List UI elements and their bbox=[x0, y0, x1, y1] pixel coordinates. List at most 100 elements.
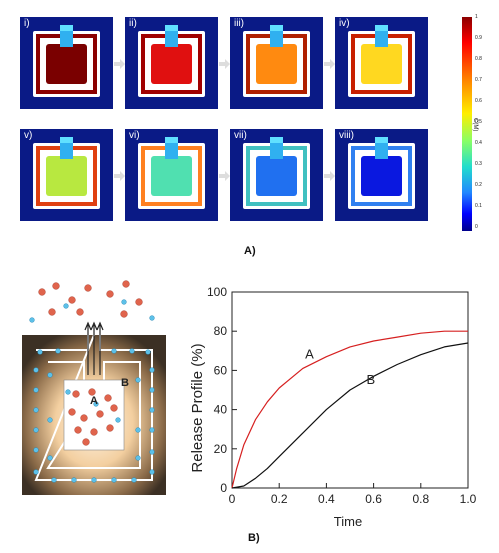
drug-particle-red bbox=[80, 414, 88, 422]
progress-arrow bbox=[324, 57, 336, 75]
colorbar-tick: 0 bbox=[475, 224, 478, 230]
drug-particle-blue bbox=[131, 477, 137, 483]
panel-core bbox=[46, 156, 87, 196]
drug-particle-red bbox=[38, 288, 46, 296]
chart-y-tick-label: 60 bbox=[214, 363, 228, 377]
drug-particle-blue bbox=[93, 401, 99, 407]
drug-particle-blue bbox=[71, 477, 77, 483]
drug-particle-red bbox=[72, 390, 80, 398]
drug-particle-red bbox=[110, 404, 118, 412]
chart-x-axis-label: Time bbox=[334, 514, 362, 529]
drug-particle-blue bbox=[33, 407, 39, 413]
chart-series-annotation: A bbox=[305, 347, 314, 362]
simulation-panel: i) bbox=[20, 17, 113, 109]
drug-particle-blue bbox=[63, 303, 69, 309]
simulation-panel: vii) bbox=[230, 129, 323, 221]
colorbar-tick: 0.2 bbox=[475, 182, 482, 188]
drug-particle-red bbox=[135, 298, 143, 306]
panel-core bbox=[256, 44, 297, 84]
drug-particle-red bbox=[68, 296, 76, 304]
progress-arrow bbox=[324, 169, 336, 187]
chart-y-tick-label: 0 bbox=[220, 481, 227, 495]
drug-particle-blue bbox=[29, 317, 35, 323]
chart-y-tick-label: 20 bbox=[214, 442, 228, 456]
colorbar-tick: 0.8 bbox=[475, 56, 482, 62]
simulation-panel: iv) bbox=[335, 17, 428, 109]
colorbar-tick: 1 bbox=[475, 14, 478, 20]
drug-particle-red bbox=[68, 408, 76, 416]
drug-particle-red bbox=[74, 426, 82, 434]
simulation-panel: vi) bbox=[125, 129, 218, 221]
drug-particle-blue bbox=[33, 387, 39, 393]
drug-particle-blue bbox=[129, 348, 135, 354]
chart-x-tick-label: 0.2 bbox=[271, 492, 288, 506]
panel-outlet-top bbox=[375, 137, 388, 143]
simulation-panel: ii) bbox=[125, 17, 218, 109]
drug-particle-blue bbox=[149, 387, 155, 393]
panel-outlet-top bbox=[270, 25, 283, 31]
simulation-panel: iii) bbox=[230, 17, 323, 109]
drug-particle-blue bbox=[149, 449, 155, 455]
panel-core bbox=[151, 156, 192, 196]
drug-particle-red bbox=[104, 394, 112, 402]
simulation-panel: viii) bbox=[335, 129, 428, 221]
chart-y-axis-label: Release Profile (%) bbox=[189, 343, 206, 472]
panel-label: vii) bbox=[234, 130, 247, 141]
figure-b-caption: B) bbox=[248, 532, 260, 544]
progress-arrow bbox=[114, 169, 126, 187]
drug-particle-red bbox=[82, 438, 90, 446]
drug-particle-red bbox=[96, 410, 104, 418]
drug-particle-blue bbox=[47, 417, 53, 423]
chart-plot-frame bbox=[231, 291, 469, 489]
drug-particle-blue bbox=[121, 299, 127, 305]
colorbar-tick: 0.1 bbox=[475, 203, 482, 209]
drug-particle-blue bbox=[135, 427, 141, 433]
drug-particle-blue bbox=[111, 477, 117, 483]
drug-particle-red bbox=[84, 284, 92, 292]
chart-series-line-b bbox=[231, 342, 469, 489]
panel-outlet-top bbox=[165, 25, 178, 31]
panel-label: vi) bbox=[129, 130, 140, 141]
panel-core bbox=[46, 44, 87, 84]
drug-particle-blue bbox=[145, 349, 151, 355]
drug-particle-red bbox=[52, 282, 60, 290]
drug-particle-blue bbox=[149, 469, 155, 475]
drug-particle-blue bbox=[135, 455, 141, 461]
figure-a-caption: A) bbox=[244, 245, 256, 257]
panel-core bbox=[151, 44, 192, 84]
panel-label: viii) bbox=[339, 130, 354, 141]
drug-particle-blue bbox=[65, 389, 71, 395]
drug-particles bbox=[29, 280, 155, 483]
drug-particle-blue bbox=[33, 427, 39, 433]
drug-particle-blue bbox=[55, 348, 61, 354]
colorbar-tick: 0.5 bbox=[475, 119, 482, 125]
chart-y-tick-label: 80 bbox=[214, 324, 228, 338]
drug-particle-red bbox=[90, 428, 98, 436]
panel-label: i) bbox=[24, 18, 30, 29]
panel-outlet-top bbox=[270, 137, 283, 143]
colorbar-tick: 0.3 bbox=[475, 161, 482, 167]
drug-particle-blue bbox=[111, 348, 117, 354]
drug-particle-blue bbox=[91, 477, 97, 483]
chart-series-line-a bbox=[231, 330, 468, 489]
chart-x-tick-label: 0.4 bbox=[318, 492, 335, 506]
panel-outlet-top bbox=[375, 25, 388, 31]
drug-particle-blue bbox=[149, 427, 155, 433]
drug-particle-blue bbox=[51, 477, 57, 483]
progress-arrow bbox=[219, 169, 231, 187]
chart-y-tick-label: 100 bbox=[207, 285, 227, 299]
channel-inner-outline bbox=[46, 361, 141, 469]
drug-particle-blue bbox=[37, 349, 43, 355]
chart-series-annotation: B bbox=[367, 372, 376, 387]
drug-particle-blue bbox=[33, 367, 39, 373]
drug-particle-blue bbox=[33, 447, 39, 453]
panel-outlet-top bbox=[60, 25, 73, 31]
drug-particle-red bbox=[106, 424, 114, 432]
drug-particle-red bbox=[76, 308, 84, 316]
colorbar-tick: 0.6 bbox=[475, 98, 482, 104]
drug-particle-blue bbox=[149, 407, 155, 413]
panel-label: iii) bbox=[234, 18, 244, 29]
drug-particle-red bbox=[122, 280, 130, 288]
panel-outlet-top bbox=[60, 137, 73, 143]
chart-x-tick-label: 0.8 bbox=[412, 492, 429, 506]
